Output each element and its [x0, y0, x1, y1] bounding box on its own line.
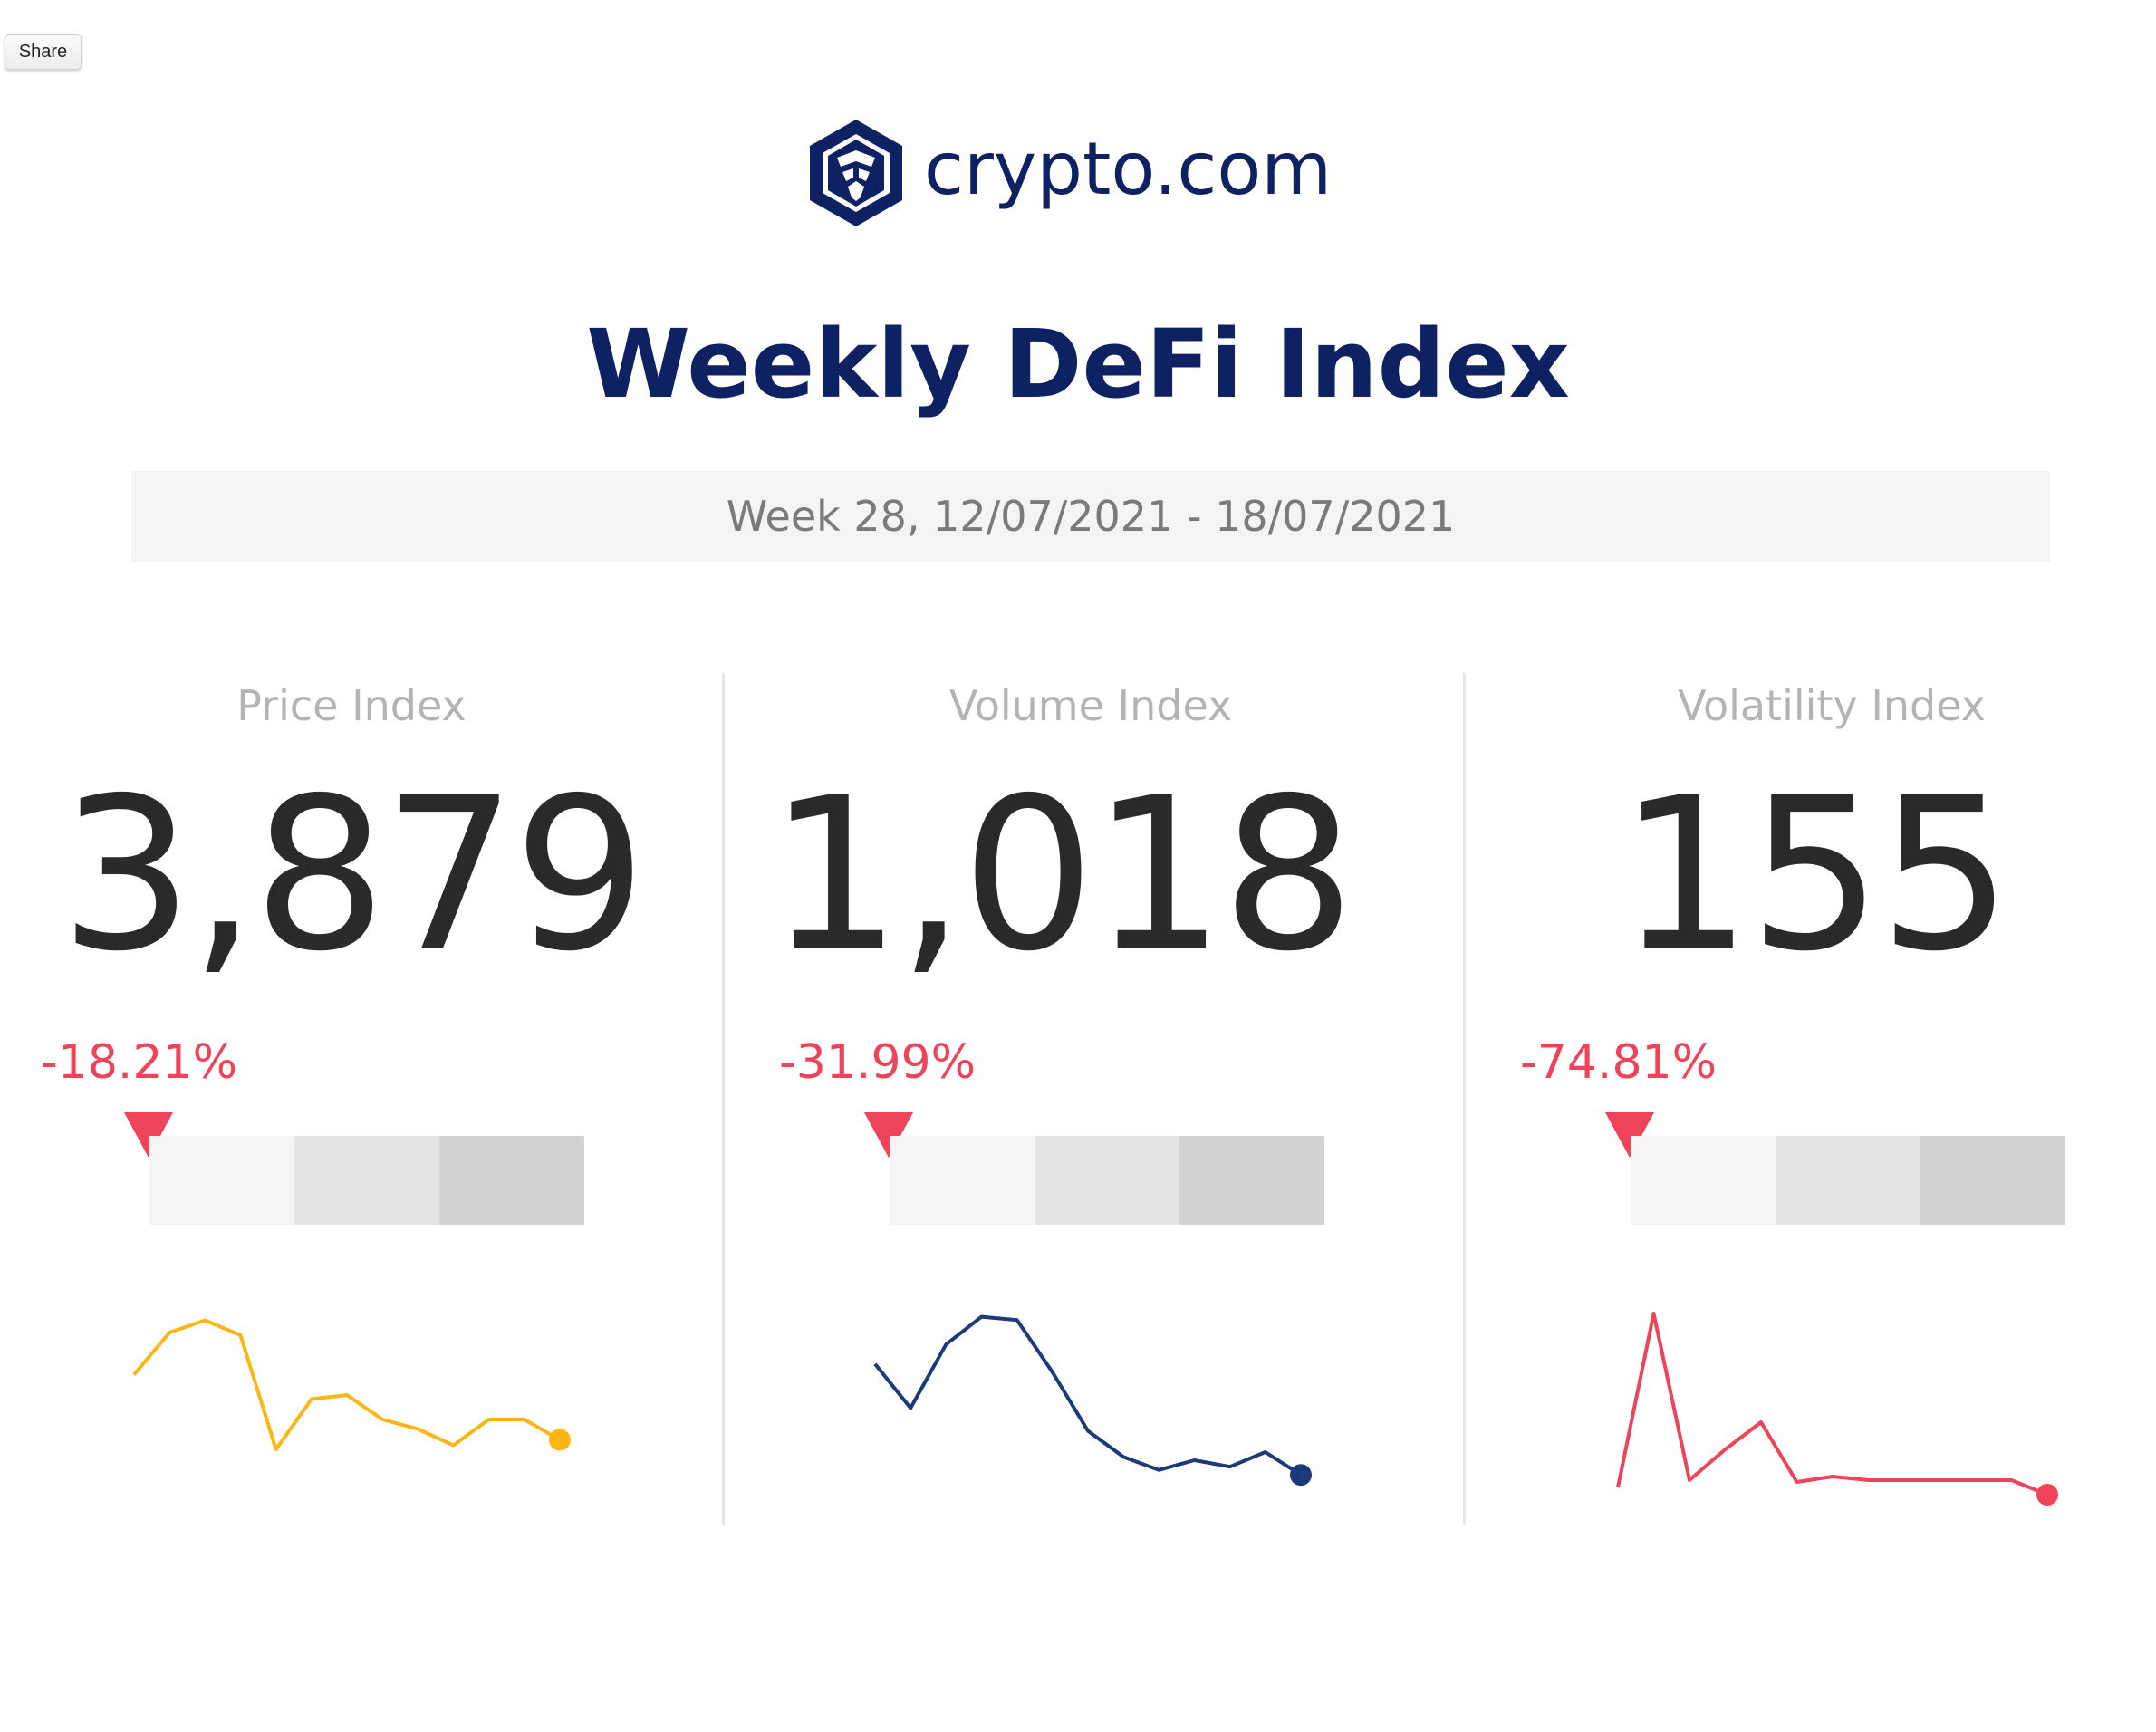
metric-change: -18.21% — [41, 1035, 238, 1090]
scale-segment — [439, 1136, 584, 1225]
crypto-lion-icon — [810, 120, 902, 226]
range-scale — [1631, 1136, 2065, 1225]
brand-logo: crypto.com — [806, 118, 1332, 228]
scale-segment — [294, 1136, 439, 1225]
metric-value: 3,879 — [59, 753, 647, 997]
sparkline-series — [132, 1318, 561, 1451]
sparkline-chart — [1616, 1312, 2058, 1506]
share-button[interactable]: Share — [5, 34, 82, 70]
scale-segment — [890, 1136, 1035, 1225]
metric-change: -74.81% — [1520, 1035, 1718, 1090]
scale-segment — [1035, 1136, 1179, 1225]
scale-segment — [1631, 1136, 1776, 1225]
scale-segment — [149, 1136, 294, 1225]
brand-name: crypto.com — [924, 127, 1333, 211]
scale-segment — [1179, 1136, 1324, 1225]
sparkline-chart — [132, 1318, 571, 1451]
metric-label: Price Index — [236, 681, 467, 730]
range-scale — [890, 1136, 1324, 1225]
column-divider — [722, 673, 725, 1525]
sparkline-series — [873, 1314, 1303, 1477]
metric-value: 155 — [1618, 753, 2013, 997]
scale-segment — [1776, 1136, 1920, 1225]
sparkline-chart — [873, 1314, 1312, 1487]
report-period: Week 28, 12/07/2021 - 18/07/2021 — [131, 471, 2050, 562]
column-divider — [1463, 673, 1466, 1525]
scale-segment — [1920, 1136, 2065, 1225]
range-scale — [149, 1136, 584, 1225]
sparkline-series — [1616, 1312, 2048, 1496]
metric-label: Volatility Index — [1678, 681, 1986, 730]
sparkline-endpoint — [1290, 1464, 1312, 1487]
page-title: Weekly DeFi Index — [586, 309, 1570, 419]
metric-label: Volume Index — [948, 681, 1233, 730]
sparkline-endpoint — [549, 1429, 571, 1451]
metric-value: 1,018 — [767, 753, 1355, 997]
metric-change: -31.99% — [779, 1035, 977, 1090]
sparkline-endpoint — [2036, 1484, 2058, 1506]
